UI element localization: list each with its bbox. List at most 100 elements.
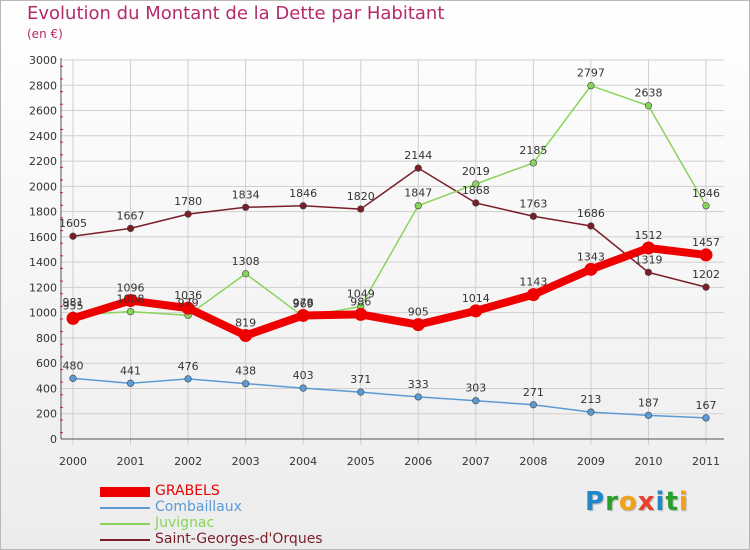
data-label-juvignac: 981: [63, 296, 84, 309]
data-label-juvignac: 2638: [634, 87, 662, 100]
data-point-grabels: [296, 308, 310, 322]
legend-swatch: [100, 539, 150, 541]
x-tick-label: 2004: [289, 455, 317, 468]
logo-letter: x: [637, 487, 656, 517]
data-point-saint-georges-d-orques: [644, 268, 653, 276]
y-tick-label: 0: [50, 433, 57, 446]
legend-label: Juvignac: [155, 515, 215, 531]
y-tick-label: 2800: [29, 79, 57, 92]
data-point-combaillaux: [69, 374, 77, 382]
data-label-juvignac: 1008: [117, 293, 145, 306]
data-label-combaillaux: 371: [350, 373, 371, 386]
data-label-saint-georges-d-orques: 1846: [289, 187, 317, 200]
data-label-combaillaux: 441: [120, 364, 141, 377]
x-tick-label: 2010: [634, 455, 662, 468]
y-tick-label: 600: [36, 357, 57, 370]
series-line-grabels: [71, 243, 707, 340]
data-point-saint-georges-d-orques: [299, 202, 307, 210]
x-tick-label: 2002: [174, 455, 202, 468]
data-label-grabels: 819: [235, 317, 256, 330]
legend-label: GRABELS: [155, 483, 220, 499]
x-tick-label: 2007: [462, 455, 490, 468]
legend-swatch: [100, 487, 150, 497]
y-tick-label: 1000: [29, 307, 57, 320]
data-label-saint-georges-d-orques: 1202: [692, 268, 720, 281]
data-label-combaillaux: 187: [638, 396, 659, 409]
data-label-grabels: 986: [350, 295, 371, 308]
data-point-combaillaux: [126, 379, 135, 387]
x-tick-label: 2008: [519, 455, 547, 468]
data-point-combaillaux: [644, 411, 653, 419]
x-tick-label: 2003: [232, 455, 260, 468]
data-label-juvignac: 1049: [347, 287, 375, 300]
data-point-grabels: [354, 307, 368, 321]
data-label-saint-georges-d-orques: 1686: [577, 207, 605, 220]
data-label-saint-georges-d-orques: 1834: [232, 188, 260, 201]
x-tick-label: 2011: [692, 455, 720, 468]
data-point-saint-georges-d-orques: [357, 205, 365, 213]
chart-title: Evolution du Montant de la Dette par Hab…: [27, 3, 445, 24]
data-point-combaillaux: [184, 375, 192, 383]
legend-swatch: [100, 507, 150, 509]
data-label-grabels: 1343: [577, 250, 605, 263]
data-point-saint-georges-d-orques: [242, 203, 250, 211]
y-tick-label: 2400: [29, 130, 57, 143]
data-label-saint-georges-d-orques: 1763: [519, 197, 547, 210]
data-label-grabels: 905: [408, 306, 429, 319]
data-label-grabels: 1096: [117, 282, 145, 295]
data-label-combaillaux: 480: [63, 359, 84, 372]
legend-label: Combaillaux: [155, 499, 242, 515]
data-label-grabels: 978: [293, 296, 314, 309]
data-point-combaillaux: [242, 380, 250, 388]
data-label-combaillaux: 333: [408, 378, 429, 391]
data-label-saint-georges-d-orques: 1667: [117, 209, 145, 222]
data-point-saint-georges-d-orques: [472, 199, 480, 207]
data-label-juvignac: 2019: [462, 165, 490, 178]
data-point-juvignac: [242, 270, 250, 278]
data-point-saint-georges-d-orques: [587, 222, 595, 230]
data-point-combaillaux: [472, 397, 480, 405]
data-point-grabels: [584, 262, 598, 276]
series-line-juvignac: [72, 84, 707, 318]
data-label-combaillaux: 403: [293, 369, 314, 382]
data-point-combaillaux: [299, 384, 307, 392]
data-point-grabels: [411, 318, 425, 332]
data-point-saint-georges-d-orques: [69, 232, 77, 240]
data-label-saint-georges-d-orques: 1868: [462, 184, 490, 197]
data-label-juvignac: 969: [293, 298, 314, 311]
data-label-combaillaux: 271: [523, 386, 544, 399]
data-point-saint-georges-d-orques: [126, 224, 135, 233]
data-point-grabels: [239, 329, 253, 343]
data-label-juvignac: 1847: [404, 187, 432, 200]
data-point-combaillaux: [529, 401, 537, 409]
logo-letter: r: [605, 487, 619, 517]
data-label-saint-georges-d-orques: 1820: [347, 190, 375, 203]
data-point-saint-georges-d-orques: [529, 212, 537, 220]
logo-letter: P: [585, 487, 606, 517]
data-label-grabels: 1512: [634, 229, 662, 242]
proxiti-logo: Proxiti: [585, 487, 689, 517]
logo-letter: i: [678, 487, 689, 517]
data-point-juvignac: [472, 180, 480, 188]
logo-letter: o: [618, 487, 638, 517]
logo-letter: i: [655, 487, 666, 517]
x-tick-label: 2005: [347, 455, 375, 468]
series-line-combaillaux: [72, 377, 707, 419]
data-point-combaillaux: [357, 388, 365, 396]
data-point-saint-georges-d-orques: [702, 283, 710, 291]
data-label-grabels: 955: [63, 299, 84, 312]
data-label-combaillaux: 167: [696, 399, 717, 412]
data-label-combaillaux: 303: [465, 382, 486, 395]
y-tick-label: 2000: [29, 180, 57, 193]
chart-subtitle: (en €): [27, 27, 63, 41]
data-point-juvignac: [702, 202, 710, 210]
data-point-juvignac: [414, 202, 422, 210]
y-tick-label: 2200: [29, 155, 57, 168]
data-label-grabels: 1457: [692, 236, 720, 249]
legend-label: Saint-Georges-d'Orques: [155, 531, 323, 547]
data-point-grabels: [699, 248, 713, 262]
data-point-grabels: [526, 288, 540, 302]
data-label-juvignac: 2185: [519, 144, 547, 157]
